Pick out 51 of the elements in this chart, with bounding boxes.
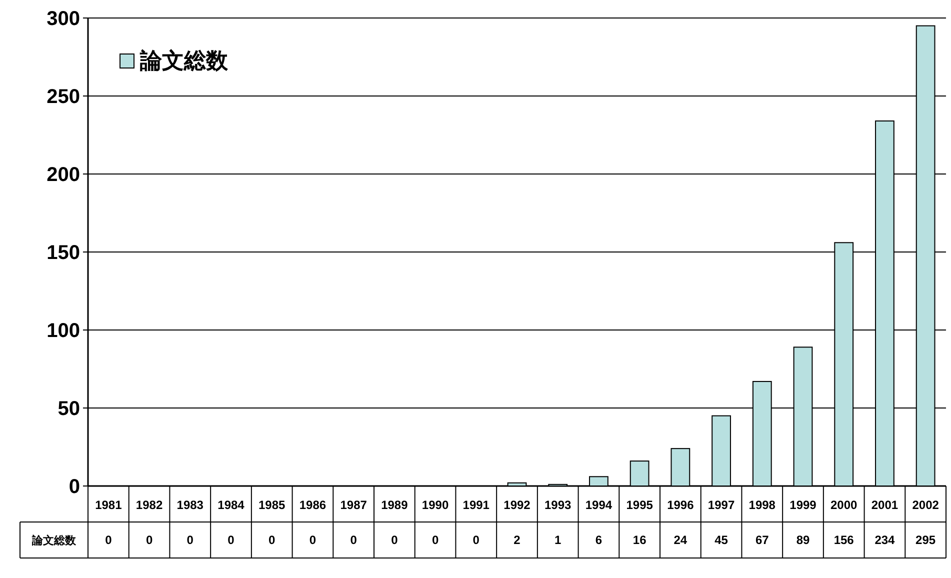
x-tick-label: 1982 — [136, 498, 163, 512]
x-tick-label: 1999 — [790, 498, 817, 512]
y-tick-label: 100 — [46, 320, 80, 342]
data-label: 67 — [755, 533, 770, 547]
x-tick-label: 1993 — [544, 498, 572, 512]
y-tick-label: 300 — [46, 8, 80, 30]
data-label: 0 — [105, 533, 112, 547]
y-tick-label: 150 — [46, 242, 80, 264]
x-tick-label: 1995 — [626, 498, 654, 512]
data-label: 16 — [632, 533, 647, 547]
data-label: 24 — [674, 533, 688, 547]
data-label: 45 — [714, 533, 728, 547]
data-label: 2 — [514, 533, 521, 547]
data-label: 6 — [595, 533, 602, 547]
x-tick-label: 1998 — [748, 498, 776, 512]
data-label: 156 — [834, 533, 854, 547]
x-tick-label: 2001 — [871, 498, 898, 512]
data-label: 89 — [796, 533, 810, 547]
y-tick-label: 0 — [68, 476, 80, 498]
data-label: 0 — [309, 533, 316, 547]
data-label: 234 — [874, 533, 896, 547]
x-tick-label: 2002 — [912, 498, 940, 512]
x-tick-label: 2000 — [830, 498, 858, 512]
x-tick-label: 1989 — [381, 498, 408, 512]
data-label: 1 — [554, 533, 562, 547]
legend-label: 論文総数 — [139, 48, 229, 73]
data-label: 0 — [350, 533, 358, 547]
x-tick-label: 1981 — [95, 498, 122, 512]
data-label: 0 — [432, 533, 439, 547]
x-tick-label: 1985 — [258, 498, 286, 512]
data-label: 0 — [186, 533, 194, 547]
x-tick-label: 1983 — [176, 498, 204, 512]
x-tick-label: 1986 — [299, 498, 326, 512]
data-label: 0 — [472, 533, 480, 547]
x-tick-label: 1997 — [708, 498, 735, 512]
data-label: 0 — [228, 533, 235, 547]
data-label: 295 — [916, 533, 936, 547]
x-tick-label: 1984 — [218, 498, 245, 512]
x-tick-label: 1987 — [340, 498, 368, 512]
text: 論文総数 — [32, 535, 76, 547]
x-tick-label: 1992 — [504, 498, 531, 512]
data-label: 0 — [391, 533, 398, 547]
y-tick-label: 50 — [58, 398, 80, 420]
y-tick-label: 250 — [46, 86, 80, 108]
x-tick-label: 1991 — [462, 498, 490, 512]
x-tick-label: 1996 — [667, 498, 694, 512]
y-tick-label: 200 — [46, 164, 80, 186]
x-tick-label: 1990 — [422, 498, 449, 512]
data-label: 0 — [146, 533, 153, 547]
data-label: 0 — [268, 533, 276, 547]
x-tick-label: 1994 — [585, 498, 612, 512]
